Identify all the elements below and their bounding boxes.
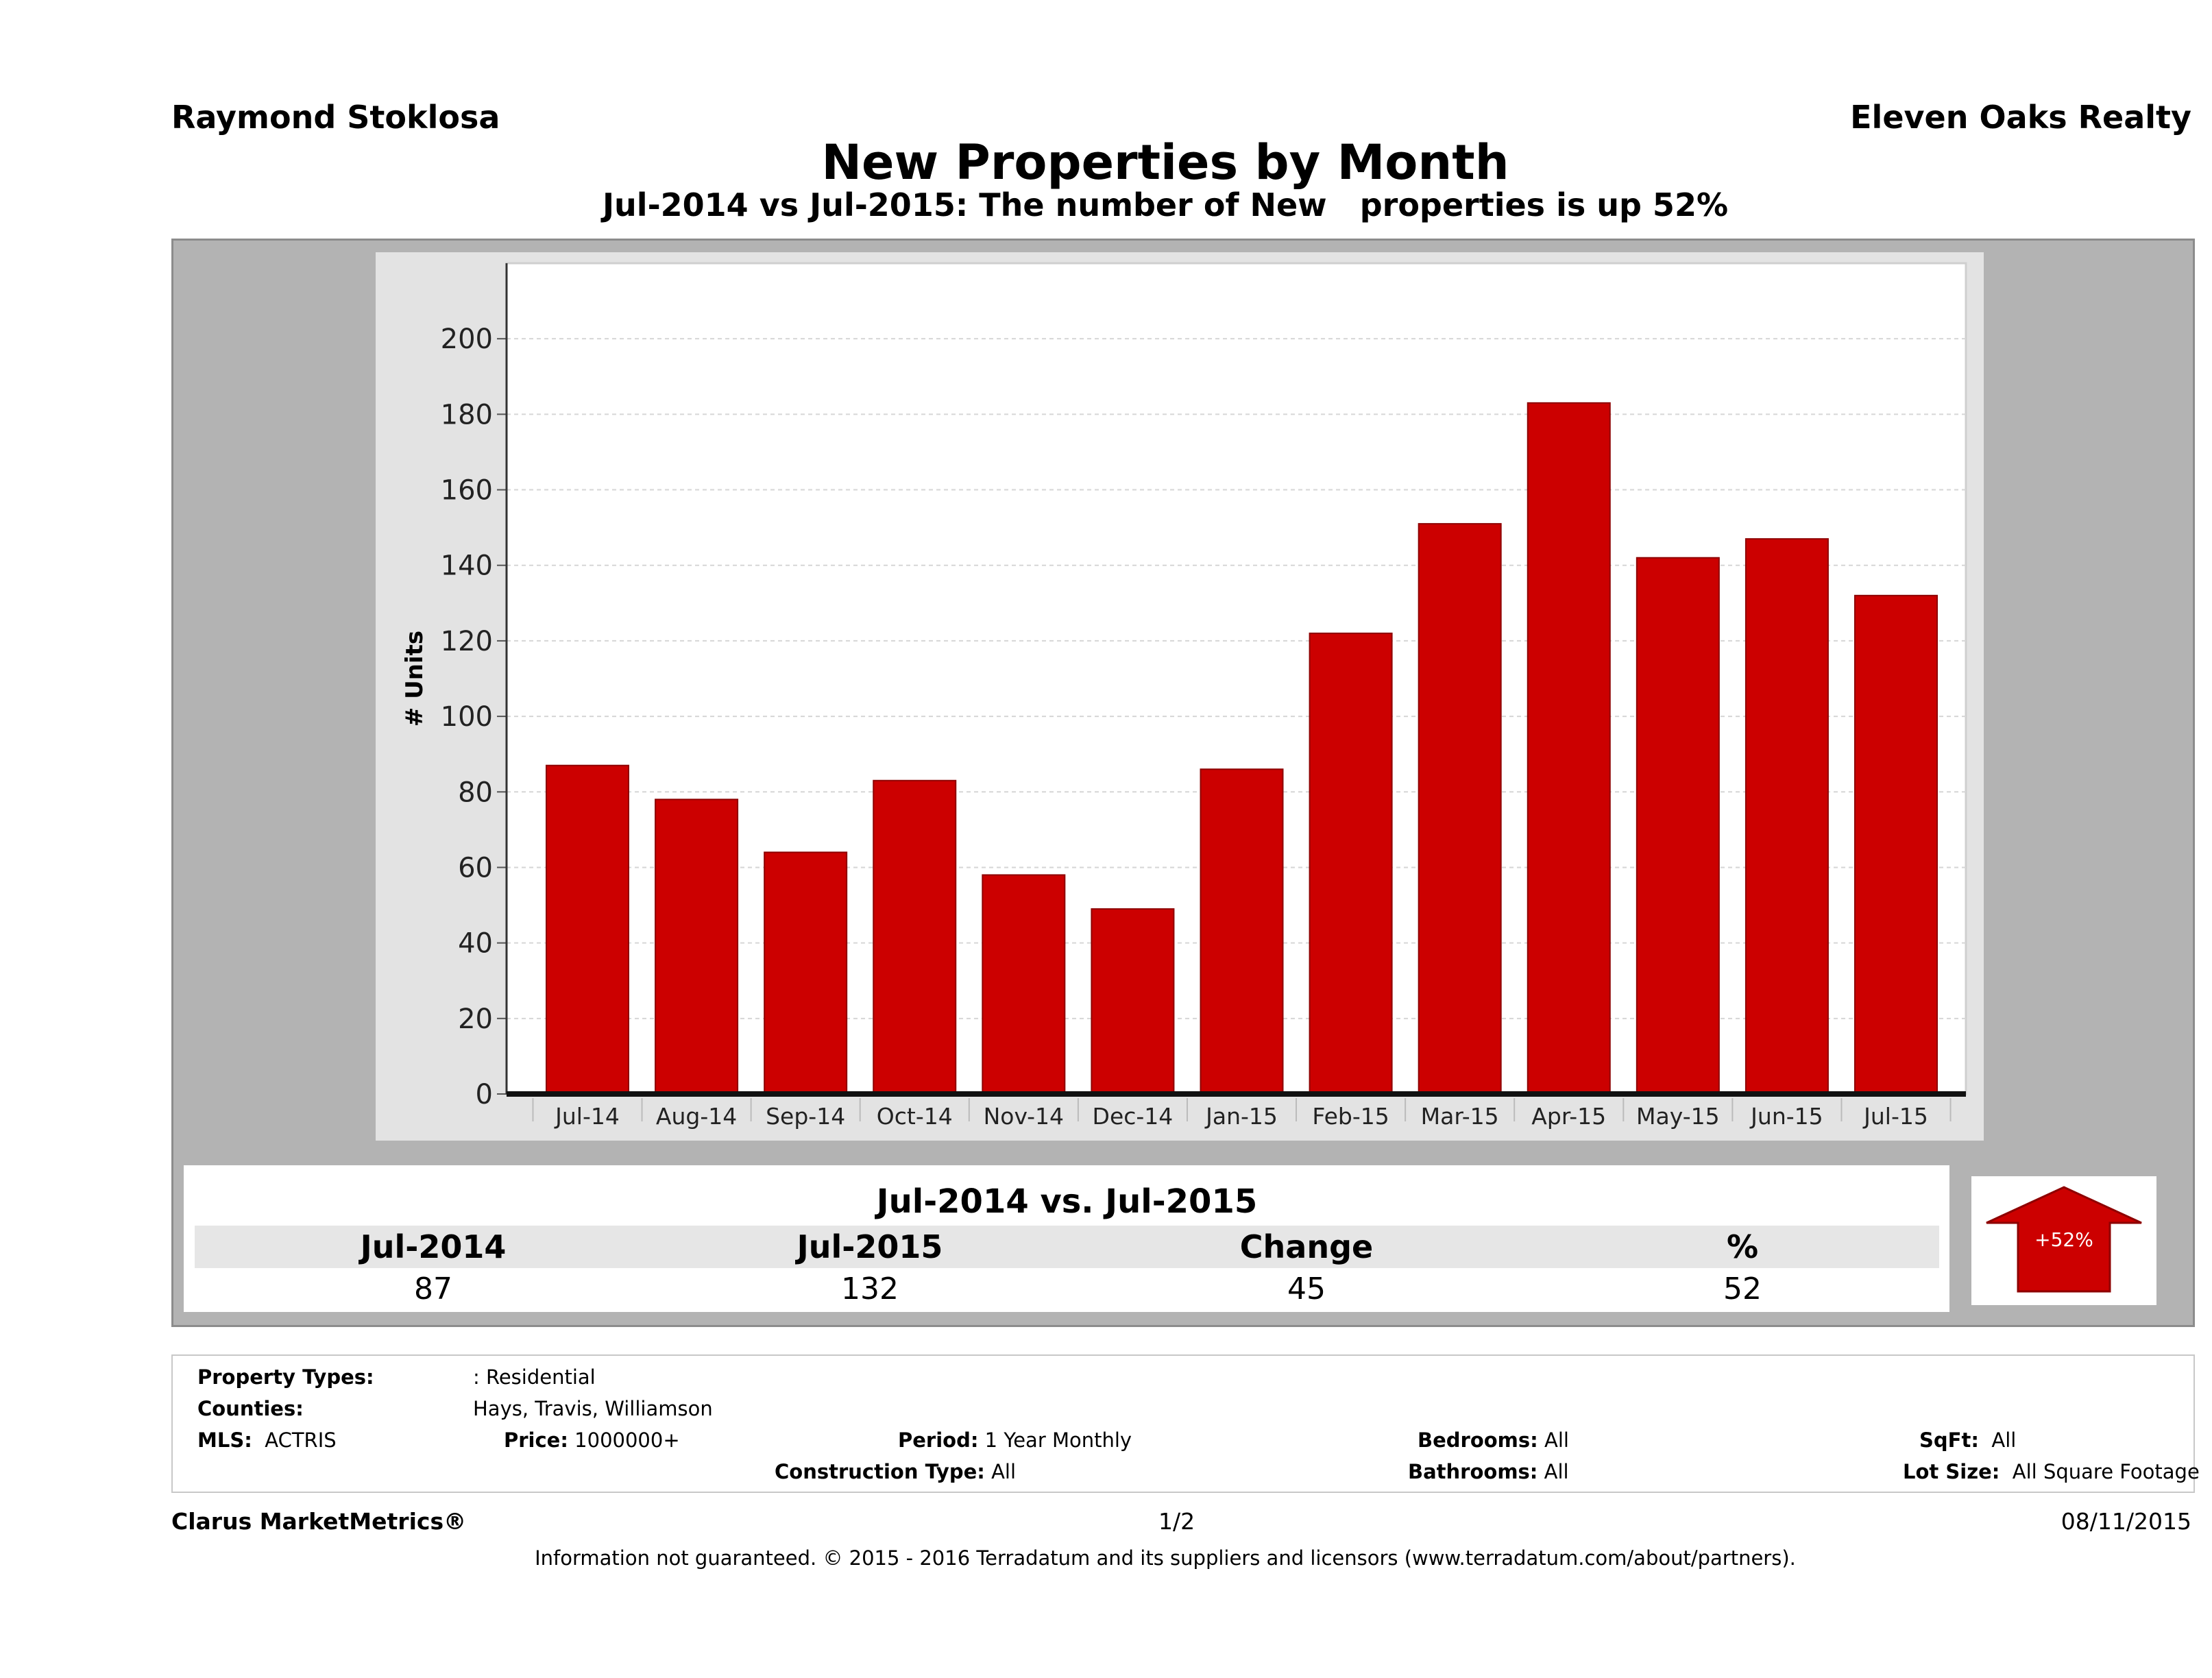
x-tick-label: Mar-15 [1421,1103,1499,1130]
bar [873,779,957,1095]
x-tick-label: Aug-14 [656,1103,737,1130]
bar [1527,402,1611,1095]
y-tick-label: 80 [458,777,493,808]
change-badge-label: +52% [2034,1228,2093,1251]
mls-field: MLS: ACTRIS [197,1428,337,1452]
sqft-field: SqFt: All [1919,1428,2017,1452]
report-date: 08/11/2015 [2061,1508,2191,1535]
summary-title: Jul-2014 vs. Jul-2015 [195,1176,1939,1224]
summary-value-cell: 87 [414,1272,452,1306]
property-types-value: : Residential [473,1365,596,1389]
bar [1200,768,1284,1095]
counties-value: Hays, Travis, Williamson [473,1397,713,1420]
bar [1091,908,1175,1095]
construction-type-field: Construction Type: All [775,1460,1017,1483]
x-tick-label: May-15 [1636,1103,1720,1130]
y-tick-label: 120 [441,626,493,657]
up-arrow-shape [1986,1186,2142,1293]
bar [1854,594,1938,1095]
summary-header-cell: Change [1239,1228,1374,1265]
x-tick-label: Nov-14 [984,1103,1064,1130]
x-tick-label: Sep-14 [766,1103,845,1130]
agent-name: Raymond Stoklosa [171,99,500,136]
price-field: Price: 1000000+ [504,1428,680,1452]
page-number: 1/2 [1158,1508,1195,1535]
x-tick-label: Jun-15 [1749,1103,1823,1130]
y-tick-label: 40 [458,928,493,960]
y-tick-label: 200 [441,324,493,355]
product-name: Clarus MarketMetrics® [171,1508,467,1535]
x-tick-label: Oct-14 [877,1103,953,1130]
bar [655,799,739,1095]
disclaimer: Information not guaranteed. © 2015 - 201… [535,1546,1796,1570]
bar [764,851,848,1095]
summary-value-cell: 132 [841,1272,899,1306]
bar-chart: 0 20 40 60 80 100 120 140 160 180 200 Jul-14 Aug-14 S… [401,262,1967,1130]
summary-value-cell: 45 [1287,1272,1326,1306]
y-tick-label: 20 [458,1004,493,1035]
bedrooms-field: Bedrooms: All [1418,1428,1569,1452]
brokerage-name: Eleven Oaks Realty [1850,99,2191,136]
summary-header-cell: % [1726,1228,1759,1265]
x-tick-label: Jan-15 [1204,1103,1278,1130]
y-tick-label: 140 [441,550,493,582]
x-tick-label: Apr-15 [1531,1103,1606,1130]
bar [546,764,629,1095]
y-tick-label: 0 [476,1079,493,1110]
summary-header-cell: Jul-2015 [797,1228,943,1265]
chart-title: New Properties by Month [821,134,1509,191]
x-tick-label: Feb-15 [1312,1103,1389,1130]
summary-header-row: Jul-2014 Jul-2015 Change % [195,1226,1939,1268]
y-tick-label: 180 [441,399,493,430]
up-arrow-icon: +52% [1986,1186,2142,1293]
chart-subtitle: Jul-2014 vs Jul-2015: The number of New … [602,186,1729,223]
summary-value-row: 87 132 45 52 [195,1269,1939,1309]
x-tick-label: Jul-14 [554,1103,620,1130]
property-types-label: Property Types: [197,1365,374,1389]
bar [1309,632,1393,1095]
x-tick-label: Dec-14 [1093,1103,1174,1130]
bar [1745,538,1829,1095]
y-tick-label: 60 [458,852,493,884]
y-tick-label: 100 [441,701,493,733]
y-axis-title: # Units [401,631,428,727]
bar [982,874,1066,1095]
lot-size-field: Lot Size: All Square Footage [1903,1460,2200,1483]
bathrooms-field: Bathrooms: All [1408,1460,1569,1483]
counties-label: Counties: [197,1397,304,1420]
change-badge-box: +52% [1971,1176,2156,1305]
summary-header-cell: Jul-2014 [360,1228,507,1265]
bar [1636,557,1720,1095]
x-tick-label: Jul-15 [1862,1103,1928,1130]
criteria-box [171,1354,2195,1493]
y-tick-label: 160 [441,475,493,507]
period-field: Period: 1 Year Monthly [898,1428,1132,1452]
bar [1418,523,1502,1095]
summary-value-cell: 52 [1723,1272,1762,1306]
